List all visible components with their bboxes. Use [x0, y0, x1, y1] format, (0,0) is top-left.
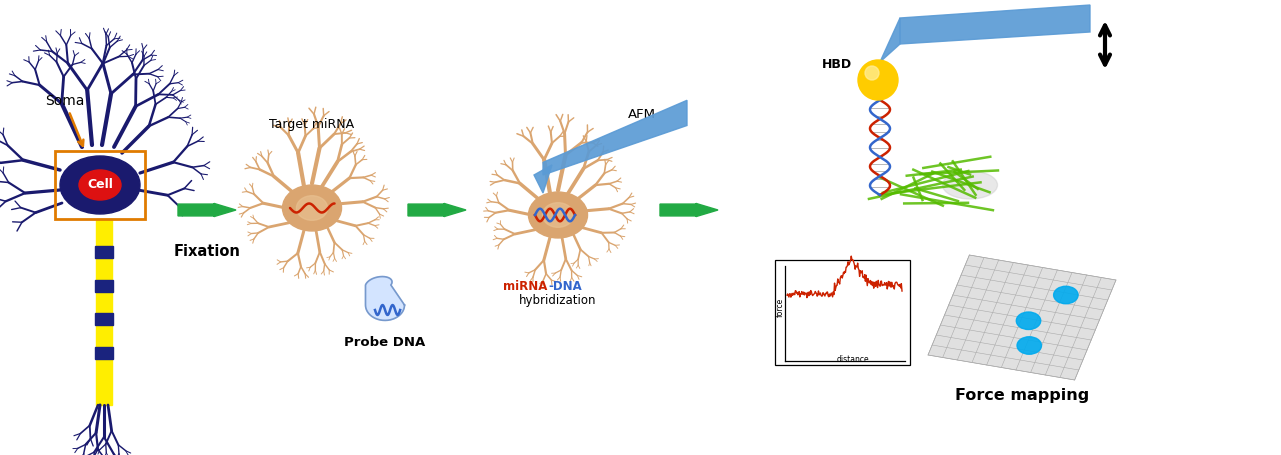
Bar — [775, 260, 910, 365]
Text: Cell: Cell — [87, 178, 113, 192]
Polygon shape — [660, 203, 717, 217]
Polygon shape — [880, 18, 901, 62]
Ellipse shape — [1017, 337, 1041, 354]
Text: Force mapping: Force mapping — [954, 388, 1089, 403]
Text: Fixation: Fixation — [173, 244, 241, 259]
Ellipse shape — [542, 202, 574, 228]
Text: miRNA: miRNA — [502, 280, 547, 293]
Text: HBD: HBD — [822, 59, 852, 71]
Ellipse shape — [79, 170, 120, 200]
Text: Probe DNA: Probe DNA — [345, 336, 425, 349]
Text: Target miRNA: Target miRNA — [269, 118, 355, 131]
Polygon shape — [927, 255, 1116, 380]
Ellipse shape — [60, 156, 140, 214]
Ellipse shape — [943, 171, 998, 199]
Text: AFM: AFM — [628, 108, 656, 121]
Circle shape — [865, 66, 879, 80]
Text: force: force — [775, 298, 784, 317]
Text: hybridization: hybridization — [519, 294, 597, 307]
Bar — [95, 280, 113, 292]
Polygon shape — [534, 165, 552, 193]
Ellipse shape — [1053, 286, 1079, 304]
Circle shape — [858, 60, 898, 100]
Bar — [96, 219, 111, 405]
Ellipse shape — [1016, 312, 1040, 329]
Polygon shape — [178, 203, 236, 217]
Ellipse shape — [529, 192, 588, 238]
Polygon shape — [409, 203, 466, 217]
Polygon shape — [901, 5, 1090, 44]
Bar — [95, 347, 113, 359]
Bar — [95, 313, 113, 325]
Text: Soma: Soma — [45, 94, 85, 146]
Text: distance: distance — [836, 354, 870, 364]
Bar — [95, 247, 113, 258]
Polygon shape — [543, 100, 687, 175]
Ellipse shape — [283, 185, 342, 231]
Text: -DNA: -DNA — [548, 280, 582, 293]
Ellipse shape — [296, 196, 328, 220]
Bar — [55, 151, 145, 219]
Polygon shape — [365, 277, 405, 320]
